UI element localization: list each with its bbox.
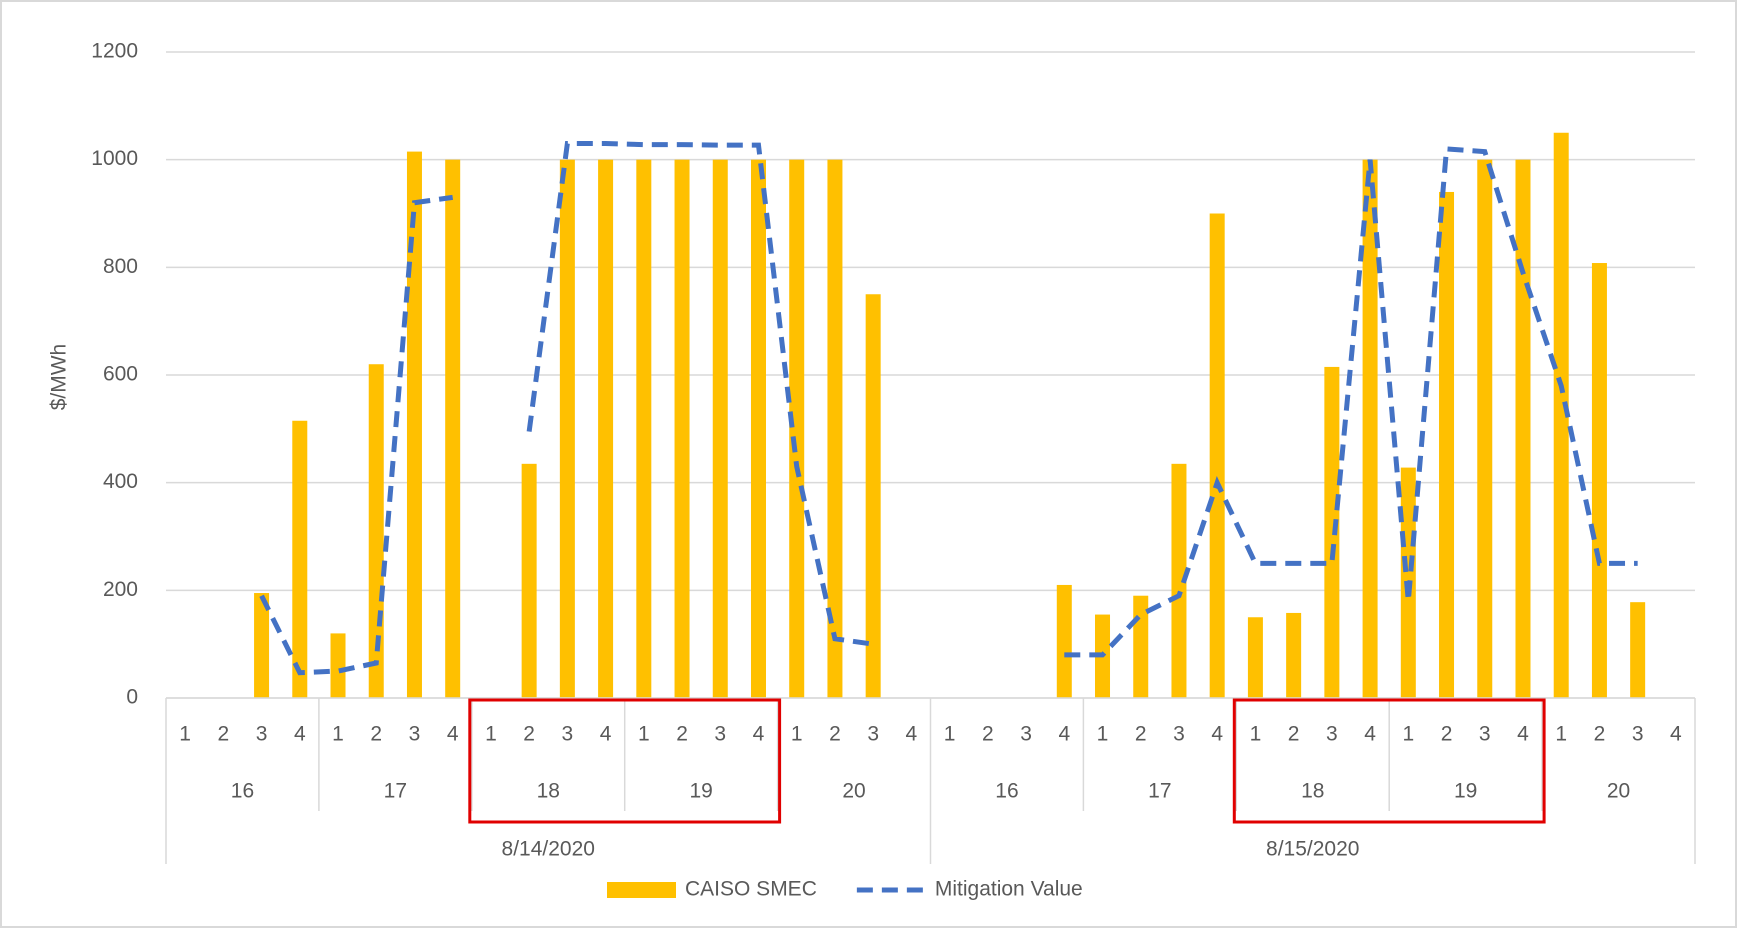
- x-tick-label: 2: [1594, 723, 1606, 746]
- x-tick-label: 2: [1288, 723, 1300, 746]
- hour-label: 16: [995, 780, 1018, 803]
- hour-label: 19: [1454, 780, 1477, 803]
- legend-label: CAISO SMEC: [685, 878, 817, 901]
- hour-label: 16: [231, 780, 254, 803]
- x-tick-label: 1: [332, 723, 344, 746]
- x-tick-label: 1: [1555, 723, 1567, 746]
- line-segment: [526, 141, 874, 647]
- y-tick-label: 1000: [91, 147, 138, 170]
- hour-label: 19: [689, 780, 712, 803]
- x-tick-label: 4: [1058, 723, 1070, 746]
- y-tick-label: 200: [103, 578, 138, 601]
- x-tick-label: 1: [1250, 723, 1262, 746]
- date-label: 8/15/2020: [1266, 838, 1359, 861]
- x-tick-label: 1: [638, 723, 650, 746]
- bar: [1630, 602, 1646, 698]
- x-tick-label: 3: [1326, 723, 1338, 746]
- bar: [789, 159, 805, 698]
- bar: [1591, 263, 1607, 698]
- bar: [1247, 617, 1263, 698]
- bar: [712, 159, 728, 698]
- y-tick-label: 400: [103, 470, 138, 493]
- x-tick-label: 4: [1517, 723, 1529, 746]
- x-tick-label: 3: [714, 723, 726, 746]
- bar: [674, 159, 690, 698]
- y-tick-label: 600: [103, 363, 138, 386]
- bar: [1477, 159, 1493, 698]
- x-tick-label: 4: [294, 723, 306, 746]
- x-tick-label: 1: [1097, 723, 1109, 746]
- bar: [636, 159, 652, 698]
- x-tick-label: 2: [982, 723, 994, 746]
- line-segment: [259, 194, 454, 676]
- bar: [598, 159, 614, 698]
- x-tick-label: 4: [1670, 723, 1682, 746]
- x-tick-label: 4: [1364, 723, 1376, 746]
- x-tick-label: 4: [447, 723, 459, 746]
- y-tick-label: 1200: [91, 40, 138, 63]
- bar: [254, 593, 270, 698]
- y-tick-label: 800: [103, 255, 138, 278]
- y-tick-label: 0: [126, 686, 138, 709]
- bar: [330, 633, 346, 698]
- bar: [445, 159, 461, 698]
- x-tick-label: 2: [829, 723, 841, 746]
- date-label: 8/14/2020: [502, 838, 595, 861]
- x-tick-label: 3: [1020, 723, 1032, 746]
- x-tick-label: 3: [562, 723, 574, 746]
- bar: [559, 159, 575, 698]
- x-tick-label: 4: [753, 723, 765, 746]
- x-tick-label: 3: [1632, 723, 1644, 746]
- x-tick-label: 1: [944, 723, 956, 746]
- bar: [1324, 366, 1340, 698]
- bar: [521, 463, 537, 698]
- hour-label: 20: [842, 780, 865, 803]
- bar: [1553, 132, 1569, 698]
- x-tick-label: 3: [867, 723, 879, 746]
- bar: [827, 159, 843, 698]
- x-tick-label: 4: [906, 723, 918, 746]
- hour-label: 18: [1301, 780, 1324, 803]
- hour-label: 20: [1607, 780, 1630, 803]
- x-tick-label: 4: [600, 723, 612, 746]
- bar: [1171, 463, 1187, 698]
- y-axis-title: $/MWh: [48, 344, 71, 411]
- bar: [1515, 159, 1531, 698]
- x-tick-label: 1: [791, 723, 803, 746]
- x-tick-label: 1: [179, 723, 191, 746]
- bar: [1362, 159, 1378, 698]
- bar: [1286, 612, 1302, 698]
- x-tick-label: 3: [256, 723, 268, 746]
- hour-label: 17: [384, 780, 407, 803]
- x-tick-label: 2: [676, 723, 688, 746]
- bar: [1056, 584, 1072, 698]
- bar: [292, 420, 308, 698]
- legend-swatch: [607, 882, 676, 898]
- bar: [865, 294, 881, 698]
- x-tick-label: 2: [217, 723, 229, 746]
- hour-label: 18: [537, 780, 560, 803]
- highlight-box: [468, 698, 782, 824]
- legend-label: Mitigation Value: [935, 878, 1083, 901]
- bar: [1439, 191, 1455, 698]
- bar: [750, 159, 766, 698]
- x-tick-label: 2: [1441, 723, 1453, 746]
- x-tick-label: 3: [1479, 723, 1491, 746]
- bar: [1209, 213, 1225, 698]
- x-tick-label: 2: [1135, 723, 1147, 746]
- x-tick-label: 1: [1402, 723, 1414, 746]
- x-tick-label: 2: [523, 723, 535, 746]
- x-tick-label: 4: [1211, 723, 1223, 746]
- hour-label: 17: [1148, 780, 1171, 803]
- bar: [406, 151, 422, 698]
- x-tick-label: 1: [485, 723, 497, 746]
- x-tick-label: 2: [370, 723, 382, 746]
- highlight-box: [1232, 698, 1546, 824]
- line-segment: [1064, 146, 1638, 658]
- x-tick-label: 3: [409, 723, 421, 746]
- x-tick-label: 3: [1173, 723, 1185, 746]
